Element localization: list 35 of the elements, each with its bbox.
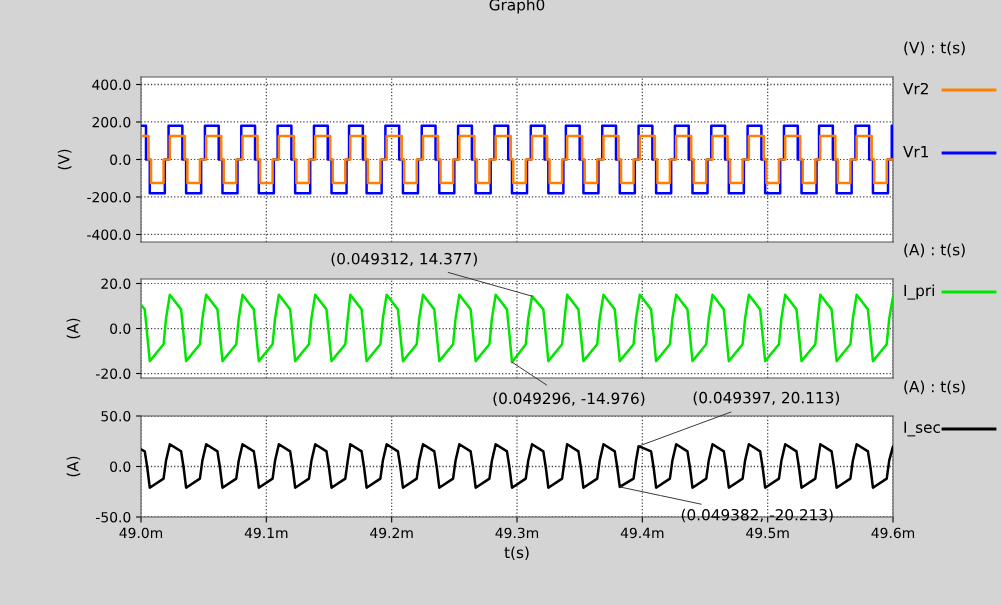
legend-title: (A) : t(s) xyxy=(904,243,965,258)
y-axis-title: (A) xyxy=(66,456,81,477)
line-series xyxy=(141,293,893,364)
x-tick-label: 49.0m xyxy=(119,527,163,539)
legend-label: I_sec xyxy=(904,421,940,437)
x-tick-label: 49.2m xyxy=(370,527,413,539)
y-tick-label: -200.0 xyxy=(87,191,131,203)
y-tick-label: -50.0 xyxy=(96,511,131,523)
annotation: (0.049397, 20.113) xyxy=(693,391,840,406)
y-tick-label: 0.0 xyxy=(110,323,131,334)
legend-label: Vr2 xyxy=(903,82,928,95)
x-axis-title: t(s) xyxy=(504,546,529,561)
y-tick-label: 0.0 xyxy=(110,154,131,165)
x-tick-label: 49.5m xyxy=(746,527,789,539)
x-tick-label: 49.6m xyxy=(871,527,915,539)
x-tick-label: 49.3m xyxy=(495,527,539,539)
annotation: (0.049296, -14.976) xyxy=(493,392,645,406)
y-tick-label: 0.0 xyxy=(110,461,131,472)
line-series xyxy=(141,443,893,489)
y-axis-title: (V) xyxy=(57,149,72,170)
y-tick-label: 50.0 xyxy=(101,410,131,422)
legend-title: (A) : t(s) xyxy=(904,380,965,395)
y-axis-title: (A) xyxy=(66,318,81,339)
y-tick-label: 400.0 xyxy=(92,79,131,90)
y-tick-label: -20.0 xyxy=(96,368,131,379)
annotation: (0.049382, -20.213) xyxy=(681,508,833,523)
legend-label: I_pri xyxy=(904,284,934,300)
y-tick-label: 20.0 xyxy=(101,278,131,289)
y-tick-label: 200.0 xyxy=(92,116,131,128)
annotation: (0.049312, 14.377) xyxy=(331,252,477,267)
legend-label: Vr1 xyxy=(903,146,929,158)
y-tick-label: -400.0 xyxy=(87,229,131,240)
x-tick-label: 49.4m xyxy=(620,527,664,539)
legend-title: (V) : t(s) xyxy=(904,41,965,56)
x-tick-label: 49.1m xyxy=(244,527,288,539)
